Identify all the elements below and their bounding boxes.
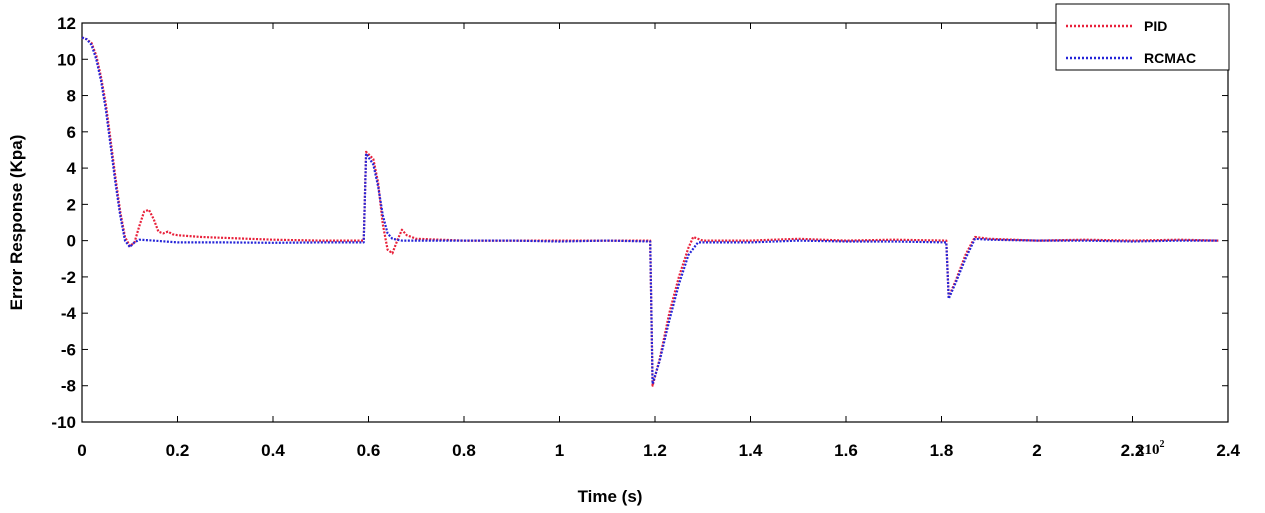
legend-label-pid: PID [1144,18,1167,34]
x-axis-label: Time (s) [578,487,643,506]
x-tick-label: 0.8 [452,441,476,460]
x-tick-label: 1.4 [739,441,763,460]
y-tick-label: 6 [67,123,76,142]
x-axis-multiplier-base: x10 [1137,442,1160,458]
x-tick-label: 0.4 [261,441,285,460]
y-tick-label: -8 [61,377,76,396]
series-line-rcmac [81,36,1219,385]
x-tick-label: 2.4 [1216,441,1240,460]
x-tick-label: 0 [77,441,86,460]
y-tick-label: -4 [61,304,77,323]
x-tick-label: 2.2 [1121,441,1145,460]
y-tick-label: 12 [57,14,76,33]
x-tick-label: 2 [1032,441,1041,460]
x-axis-ticks: 0 0.2 0.4 0.6 0.8 1 1.2 1.4 1.6 1.8 2 2.2 2.4 [77,23,1241,460]
y-tick-label: 8 [67,87,76,106]
plot-area [81,22,1229,423]
y-tick-label: 10 [57,50,76,69]
y-tick-label: -6 [61,340,76,359]
series-layer [81,36,1219,387]
y-tick-label: 0 [67,232,76,251]
x-tick-label: 0.6 [357,441,381,460]
x-tick-label: 1.8 [930,441,954,460]
x-tick-label: 0.2 [166,441,190,460]
y-axis-ticks: 12 10 8 6 4 2 0 -2 -4 -6 -8 -10 [51,14,1228,432]
y-axis-label: Error Response (Kpa) [7,135,26,311]
y-tick-label: -10 [51,413,76,432]
legend-box [1055,3,1230,71]
x-axis-multiplier: x102 [1137,439,1165,458]
legend-label-rcmac: RCMAC [1144,50,1196,66]
x-tick-label: 1.2 [643,441,667,460]
x-tick-label: 1 [555,441,564,460]
y-tick-label: 2 [67,195,76,214]
x-axis-multiplier-exponent: 2 [1160,439,1165,450]
y-tick-label: 4 [67,159,77,178]
y-tick-label: -2 [61,268,76,287]
x-tick-label: 1.6 [834,441,858,460]
legend: PID RCMAC [1055,3,1230,71]
